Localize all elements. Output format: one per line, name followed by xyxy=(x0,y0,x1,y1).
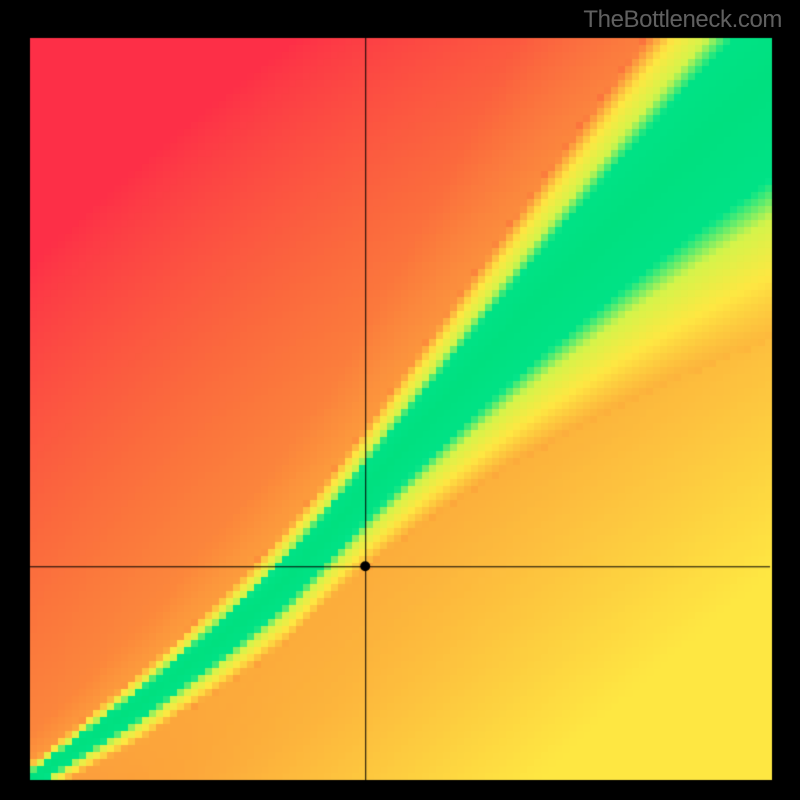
heatmap-canvas xyxy=(0,0,800,800)
watermark-text: TheBottleneck.com xyxy=(583,6,782,34)
chart-container: TheBottleneck.com xyxy=(0,0,800,800)
